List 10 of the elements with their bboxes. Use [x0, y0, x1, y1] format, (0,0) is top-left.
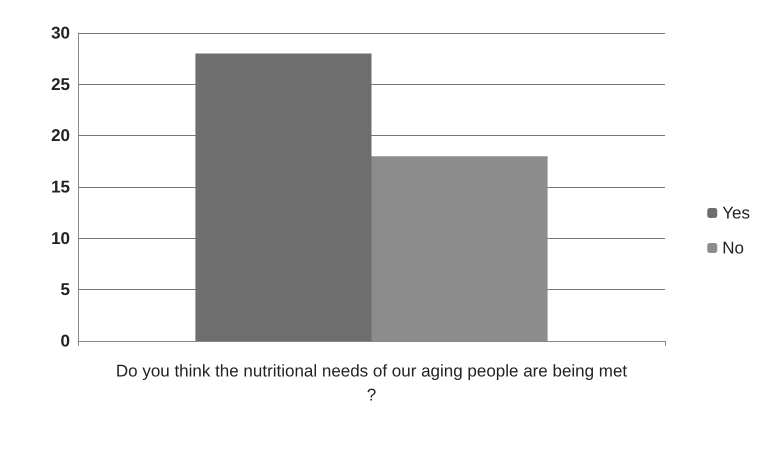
y-tick-label: 0 — [60, 332, 70, 350]
x-tick-label: Do you think the nutritional needs of our aging people are being met? — [116, 362, 628, 404]
y-tick-label: 25 — [51, 74, 70, 94]
y-tick-label: 15 — [51, 178, 70, 196]
y-tick-label: 20 — [51, 126, 70, 146]
legend-label: No — [722, 238, 744, 258]
y-tick-label: 5 — [60, 280, 70, 300]
y-tick-label: 30 — [51, 24, 70, 42]
y-tick-label: 10 — [51, 228, 70, 248]
legend-label: Yes — [722, 204, 750, 222]
